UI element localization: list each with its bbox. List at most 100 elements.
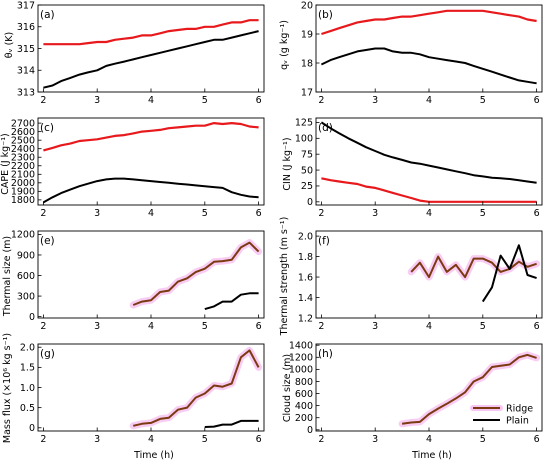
panel-a-series-1-line: [43, 30, 259, 89]
panel-f-series-1-line: [481, 244, 537, 303]
panel-g-series-1-line: [204, 419, 259, 428]
panel-b-frame: [315, 4, 543, 93]
panel-d-xtick-label: 2: [318, 208, 324, 219]
panel-h-ytick-label: 1400: [289, 341, 313, 352]
panel-f-xtick-label: 3: [372, 321, 378, 332]
panel-h-ytick-label: 600: [295, 389, 313, 400]
panel-d: (d) CIN (J kg⁻¹) 2 3 4 5 6 0 25 50 75 100 125: [282, 117, 543, 219]
panel-c-series-1-line: [42, 177, 259, 204]
panel-h: (h) Cloud size (m) 2 3 4 5 6 0200400600800100…: [282, 341, 543, 445]
panel-c-xtick-label: 5: [202, 208, 208, 219]
xlabel-right: Time (h): [411, 450, 452, 461]
panel-e-xtick-label: 4: [148, 321, 154, 332]
panel-c-ytick-label: 2400: [11, 144, 35, 155]
panel-h-xtick-label: 6: [534, 434, 540, 445]
panel-f-ytick-label: 1.2: [298, 313, 313, 324]
panel-d-xtick-label: 5: [480, 208, 486, 219]
xlabel-left: Time (h): [133, 450, 174, 461]
panel-c-ytick-label: 2700: [11, 118, 35, 129]
panel-a-xtick-label: 2: [40, 95, 46, 106]
panel-h-xtick-label: 5: [480, 434, 486, 445]
panel-h-tag: (h): [318, 348, 333, 360]
panel-f-xtick-label: 4: [426, 321, 432, 332]
panel-f-ytick-label: 1.8: [298, 252, 313, 263]
panel-d-ytick-label: 25: [301, 181, 313, 192]
panel-d-ylabel: CIN (J kg⁻¹): [282, 137, 293, 190]
panel-h-ytick-label: 400: [295, 401, 313, 412]
panel-e-xtick-label: 2: [40, 321, 46, 332]
panel-f-series-0-line: [410, 255, 537, 279]
panel-g-ytick-label: 0.5: [20, 403, 35, 414]
panel-h-ytick-label: 1000: [289, 365, 313, 376]
panel-d-ytick-label: 75: [301, 149, 313, 160]
panel-g-xtick-label: 2: [40, 434, 46, 445]
panel-f-tag: (f): [318, 235, 330, 247]
panel-f-ytick-label: 2.0: [298, 231, 313, 242]
panel-d-ytick-label: 100: [295, 134, 313, 145]
panel-a-xtick-label: 6: [256, 95, 262, 106]
panel-e-xtick-label: 6: [256, 321, 262, 332]
panel-g-ytick-label: 1.0: [20, 383, 35, 394]
panel-c-tag: (c): [40, 122, 54, 134]
panel-h-xtick-label: 2: [318, 434, 324, 445]
legend-plain-label: Plain: [506, 416, 529, 427]
panel-a-xtick-label: 5: [202, 95, 208, 106]
panel-d-frame: [315, 117, 543, 206]
panel-g-ytick-label: 0: [29, 423, 35, 434]
panel-c-xtick-label: 2: [40, 208, 46, 219]
panel-d-series-1-line: [320, 121, 537, 184]
panel-c-xtick-label: 4: [148, 208, 154, 219]
panel-g-xtick-label: 6: [256, 434, 262, 445]
panel-h-xtick-label: 4: [426, 434, 432, 445]
panel-a-xtick-label: 3: [94, 95, 100, 106]
panel-c-ytick-label: 2600: [11, 127, 35, 138]
panel-f-ylabel: Thermal strength (m s⁻¹): [279, 217, 290, 337]
panel-f-ytick-label: 1.4: [298, 293, 313, 304]
panel-a-ylabel: θᵥ (K): [4, 32, 15, 58]
panel-a-series-0-line: [43, 19, 259, 46]
panel-e-ytick-label: 300: [17, 291, 35, 302]
panel-h-ytick-label: 1200: [289, 353, 313, 364]
panel-d-xtick-label: 4: [426, 208, 432, 219]
panel-d-ytick-label: 125: [295, 118, 313, 129]
panel-c-ytick-label: 2000: [11, 178, 35, 189]
panel-b-xtick-label: 3: [372, 95, 378, 106]
panel-e-ylabel: Thermal size (m): [2, 236, 13, 317]
panel-e: (e) Thermal size (m) 2 3 4 5 6 0 300 600 900 1200: [2, 230, 265, 332]
panel-g-xtick-label: 5: [202, 434, 208, 445]
panel-c-xtick-label: 6: [256, 208, 262, 219]
panel-a: (a) θᵥ (K) 2 3 4 5 6 313 314 315 316 317: [4, 0, 265, 106]
panel-c-ytick-label: 2100: [11, 170, 35, 181]
panel-a-ytick-label: 313: [17, 87, 35, 98]
panel-g-xtick-label: 4: [148, 434, 154, 445]
panel-e-xtick-label: 3: [94, 321, 100, 332]
panel-h-ytick-label: 200: [295, 413, 313, 424]
panel-f: (f) Thermal strength (m s⁻¹) 2 3 4 5 6 1.2 1.4…: [279, 217, 543, 337]
panel-g-xtick-label: 3: [94, 434, 100, 445]
panel-b-tag: (b): [318, 9, 333, 21]
panel-b-xtick-label: 5: [480, 95, 486, 106]
panel-a-ytick-label: 317: [17, 0, 35, 11]
panel-c-ytick-label: 2500: [11, 135, 35, 146]
panel-c-ytick-label: 1800: [11, 195, 35, 206]
panel-c-ytick-label: 2300: [11, 153, 35, 164]
panel-f-xtick-label: 6: [534, 321, 540, 332]
panel-d-xtick-label: 6: [534, 208, 540, 219]
panel-d-tag: (d): [318, 122, 333, 134]
panel-f-xtick-label: 5: [480, 321, 486, 332]
legend: Ridge Plain: [470, 404, 533, 427]
panel-f-xtick-label: 2: [318, 321, 324, 332]
panel-b-ytick-label: 18: [301, 58, 313, 69]
panel-c: (c) CAPE (J kg⁻¹) 2 3 4 5 618001900200021002…: [0, 117, 265, 219]
panel-e-ytick-label: 1200: [11, 230, 35, 241]
panel-b: (b) qᵥ (g kg⁻¹) 2 3 4 5 6 17 18 19 20: [279, 0, 543, 106]
panel-e-series-1-line: [204, 292, 259, 311]
panel-a-frame: [37, 4, 265, 93]
panel-h-series-0-line: [401, 353, 537, 425]
panel-b-xtick-label: 2: [318, 95, 324, 106]
panel-h-ytick-label: 800: [295, 377, 313, 388]
panel-h-ylabel: Cloud size (m): [282, 354, 293, 422]
panel-b-ytick-label: 17: [301, 87, 313, 98]
panel-d-xtick-label: 3: [372, 208, 378, 219]
